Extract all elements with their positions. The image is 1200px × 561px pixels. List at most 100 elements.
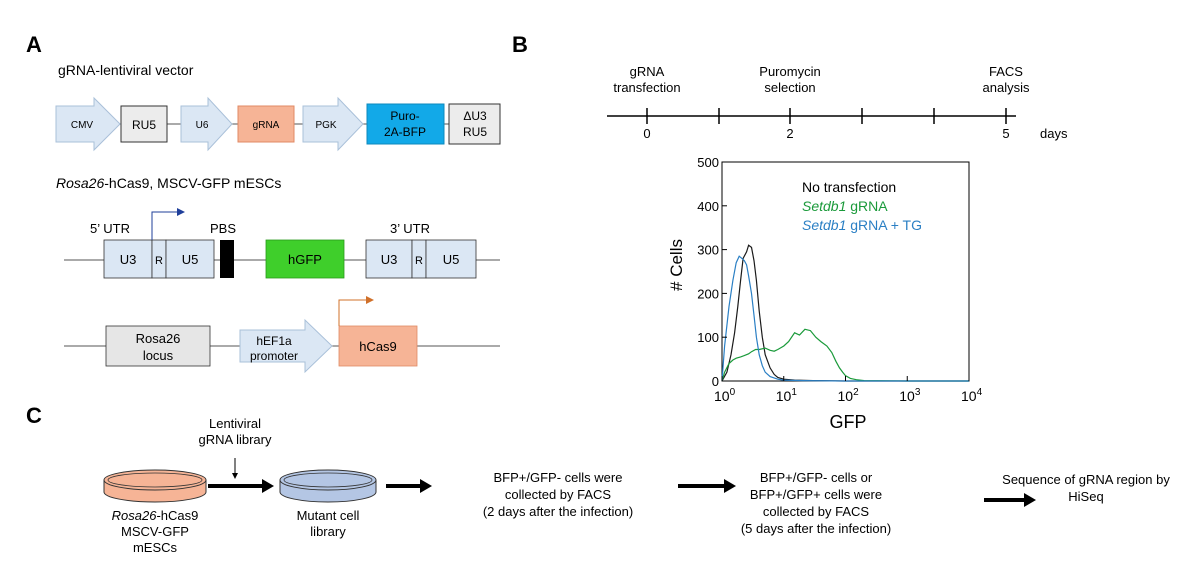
- y-tick-label: 500: [697, 155, 719, 170]
- cmv-element: CMV: [55, 96, 121, 152]
- histogram-legend: No transfection Setdb1 gRNA Setdb1 gRNA …: [802, 179, 922, 233]
- ltr5-u3: U3: [120, 252, 137, 267]
- du3-label: ΔU3: [463, 109, 487, 123]
- timeline-tick-2: 2: [786, 126, 793, 141]
- ltr5-r: R: [155, 255, 163, 267]
- pbs-label: PBS: [210, 221, 236, 236]
- grna-element: gRNA: [237, 105, 295, 143]
- ltr-3: U3 R U5: [365, 239, 477, 279]
- step3-line-2: HiSeq: [1068, 489, 1103, 504]
- step1-line-3: (2 days after the infection): [483, 504, 633, 519]
- du3-ru5-label: RU5: [463, 125, 487, 139]
- step1-line-1: BFP+/GFP- cells were: [494, 470, 623, 485]
- process-arrowhead-3-icon: [724, 479, 736, 493]
- x-tick-label: 104: [961, 387, 983, 404]
- timeline-label-facs-1: FACS: [989, 64, 1023, 79]
- library-label-2: gRNA library: [199, 432, 272, 447]
- cell-line-title: Rosa26-hCas9, MSCV-GFP mESCs: [56, 175, 281, 191]
- library-label-1: Lentiviral: [209, 416, 261, 431]
- timeline-days-label: days: [1040, 126, 1068, 141]
- hcas9-label: hCas9: [359, 339, 397, 354]
- y-axis-ticks: 0 100 200 300 400 500: [697, 155, 727, 389]
- rosa-label-1: Rosa26: [136, 331, 181, 346]
- x-tick-label: 102: [838, 387, 860, 404]
- step2-line-3: collected by FACS: [763, 504, 870, 519]
- puro-bfp-element: Puro- 2A-BFP: [366, 103, 445, 145]
- cmv-label: CMV: [71, 120, 94, 131]
- panel-label-c: C: [26, 403, 42, 428]
- ltr-5: U3 R U5: [103, 239, 215, 279]
- ru5-element: RU5: [120, 105, 168, 143]
- ru5-label: RU5: [132, 118, 156, 132]
- y-tick-label: 100: [697, 330, 719, 345]
- step2-line-2: BFP+/GFP+ cells were: [750, 487, 882, 502]
- pbs-block: [220, 240, 234, 278]
- timeline-label-puromycin-1: Puromycin: [759, 64, 820, 79]
- du3-ru5-element: ΔU3 RU5: [448, 103, 501, 145]
- dish2-label-1: Mutant cell: [297, 508, 360, 523]
- promoter-label-1: hEF1a: [256, 334, 292, 348]
- legend-setdb1-grna-tg: Setdb1 gRNA + TG: [802, 217, 922, 233]
- y-axis-title: # Cells: [667, 239, 686, 291]
- grna-label: gRNA: [253, 120, 280, 131]
- rosa-label-2: locus: [143, 348, 174, 363]
- timeline-label-facs-2: analysis: [983, 80, 1030, 95]
- mutant-library-dish-icon: [279, 469, 377, 503]
- process-arrowhead-1-icon: [262, 479, 274, 493]
- panel-label-a: A: [26, 32, 42, 57]
- ltr3-u5: U5: [443, 252, 460, 267]
- step2-line-4: (5 days after the infection): [741, 521, 891, 536]
- hcas9-element: hCas9: [338, 325, 418, 367]
- hgfp-element: hGFP: [265, 239, 345, 279]
- utr3-label: 3’ UTR: [390, 221, 430, 236]
- mescs-dish-icon: [103, 469, 207, 503]
- x-tick-label: 100: [714, 387, 736, 404]
- step2-line-1: BFP+/GFP- cells or: [760, 470, 873, 485]
- timeline-tick-5: 5: [1002, 126, 1009, 141]
- step3-line-1: Sequence of gRNA region by: [1002, 472, 1170, 487]
- y-tick-label: 300: [697, 243, 719, 258]
- legend-setdb1-grna: Setdb1 gRNA: [802, 198, 888, 214]
- dish1-label-1: Rosa26-hCas9: [112, 508, 199, 523]
- process-arrowhead-2-icon: [420, 479, 432, 493]
- utr5-label: 5’ UTR: [90, 221, 130, 236]
- puro-label-2: 2A-BFP: [384, 125, 426, 139]
- y-tick-label: 0: [712, 374, 719, 389]
- x-tick-label: 101: [776, 387, 798, 404]
- timeline-label-puromycin-2: selection: [764, 80, 815, 95]
- x-tick-label: 103: [899, 387, 921, 404]
- hcas9-tss-arrow-icon: [338, 296, 374, 326]
- u6-element: U6: [180, 96, 233, 152]
- y-tick-label: 400: [697, 199, 719, 214]
- rosa26-locus-element: Rosa26 locus: [105, 325, 211, 367]
- panel-label-b: B: [512, 32, 528, 57]
- timeline-tick-0: 0: [643, 126, 650, 141]
- u6-label: U6: [196, 120, 209, 131]
- legend-no-transfection: No transfection: [802, 179, 896, 195]
- x-axis-ticks: 100 101 102 103 104: [714, 376, 983, 404]
- histogram-curves: [721, 244, 969, 382]
- ltr3-u3: U3: [381, 252, 398, 267]
- ltr3-r: R: [415, 255, 423, 267]
- process-arrowhead-4-icon: [1024, 493, 1036, 507]
- y-tick-label: 200: [697, 286, 719, 301]
- puro-label-1: Puro-: [390, 109, 419, 123]
- timeline-label-transfection-1: gRNA: [630, 64, 665, 79]
- dish1-label-3: mESCs: [133, 540, 178, 555]
- step1-line-2: collected by FACS: [505, 487, 612, 502]
- tss-arrow-icon: [151, 208, 185, 240]
- vector-title: gRNA-lentiviral vector: [58, 62, 194, 78]
- pgk-element: PGK: [302, 96, 364, 152]
- pgk-label: PGK: [315, 120, 336, 131]
- dish1-label-2: MSCV-GFP: [121, 524, 189, 539]
- x-axis-title: GFP: [829, 412, 866, 432]
- series-line-2: [721, 328, 969, 382]
- series-line-1: [721, 244, 969, 382]
- timeline: [607, 108, 1016, 124]
- timeline-label-transfection-2: transfection: [613, 80, 680, 95]
- dish2-label-2: library: [310, 524, 346, 539]
- promoter-label-2: promoter: [250, 349, 298, 363]
- hgfp-label: hGFP: [288, 252, 322, 267]
